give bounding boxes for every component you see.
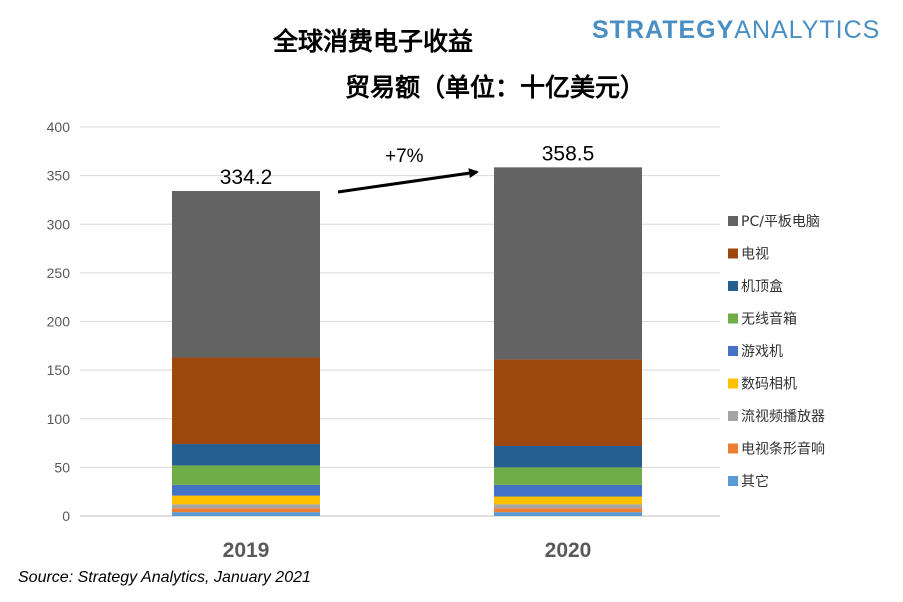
bar-segment (172, 484, 320, 496)
chart-title-line2: 贸易额（单位：十亿美元） (345, 73, 646, 102)
bar-segment (494, 508, 642, 513)
bar-segment (494, 504, 642, 509)
bar-segment (172, 508, 320, 513)
bar-segment (172, 512, 320, 516)
y-tick-label: 250 (47, 265, 71, 281)
bar-segment (172, 504, 320, 509)
bar-segment (494, 512, 642, 516)
legend-swatch (728, 313, 738, 324)
legend-swatch (728, 346, 738, 356)
brand-logo: STRATEGYANALYTICS (592, 16, 880, 45)
y-tick-label: 400 (47, 119, 71, 135)
legend-swatch (728, 378, 738, 389)
y-tick-label: 150 (47, 362, 71, 378)
total-value-label: 358.5 (542, 142, 595, 165)
bar-segment (172, 495, 320, 505)
legend-label: 电视 (741, 247, 769, 263)
y-tick-label: 350 (47, 168, 71, 184)
legend-label: 数码相机 (741, 377, 797, 393)
growth-arrow (337, 168, 479, 194)
bar-segment (494, 167, 642, 360)
x-category-label: 2020 (545, 539, 592, 562)
legend-label: PC/平板电脑 (741, 214, 820, 230)
legend-swatch (728, 476, 738, 486)
legend-label: 无线音箱 (741, 311, 797, 328)
x-axis-labels: 2019 2020 (223, 539, 592, 562)
legend-swatch (728, 411, 738, 421)
bars (172, 167, 642, 516)
bar-segment (172, 465, 320, 485)
source-note: Source: Strategy Analytics, January 2021 (18, 569, 311, 586)
y-axis-ticks: 0 50 100 150 200 250 300 350 400 (47, 119, 71, 524)
legend-label: 其它 (741, 473, 769, 490)
legend-label: 机顶盒 (741, 278, 783, 295)
legend-label: 电视条形音响 (741, 441, 825, 458)
y-tick-label: 0 (62, 508, 70, 524)
legend-swatch (728, 248, 738, 259)
bar-segment (494, 359, 642, 446)
growth-annotation: +7% (385, 146, 424, 167)
legend-label: 游戏机 (741, 344, 783, 360)
brand-bold-text: STRATEGY (592, 16, 735, 44)
y-tick-label: 300 (47, 216, 71, 232)
bar-segment (494, 496, 642, 505)
total-value-label: 334.2 (220, 166, 273, 189)
bar-segment (172, 444, 320, 466)
x-category-label: 2019 (223, 539, 270, 562)
legend-swatch (728, 216, 738, 226)
bar-segment (494, 445, 642, 468)
bar-segment (494, 484, 642, 497)
legend-swatch (728, 281, 738, 291)
y-tick-label: 200 (47, 314, 71, 330)
brand-light-text: ANALYTICS (734, 16, 881, 44)
chart-title-line1: 全球消费电子收益 (273, 27, 474, 56)
legend-label: 流视频播放器 (741, 409, 825, 425)
bar-segment (494, 467, 642, 485)
y-tick-label: 100 (47, 411, 71, 427)
bar-segment (172, 190, 320, 358)
bar-segment (172, 357, 320, 445)
legend-swatch (728, 443, 738, 454)
total-labels: 334.2 358.5 (220, 142, 595, 189)
y-tick-label: 50 (54, 459, 70, 475)
